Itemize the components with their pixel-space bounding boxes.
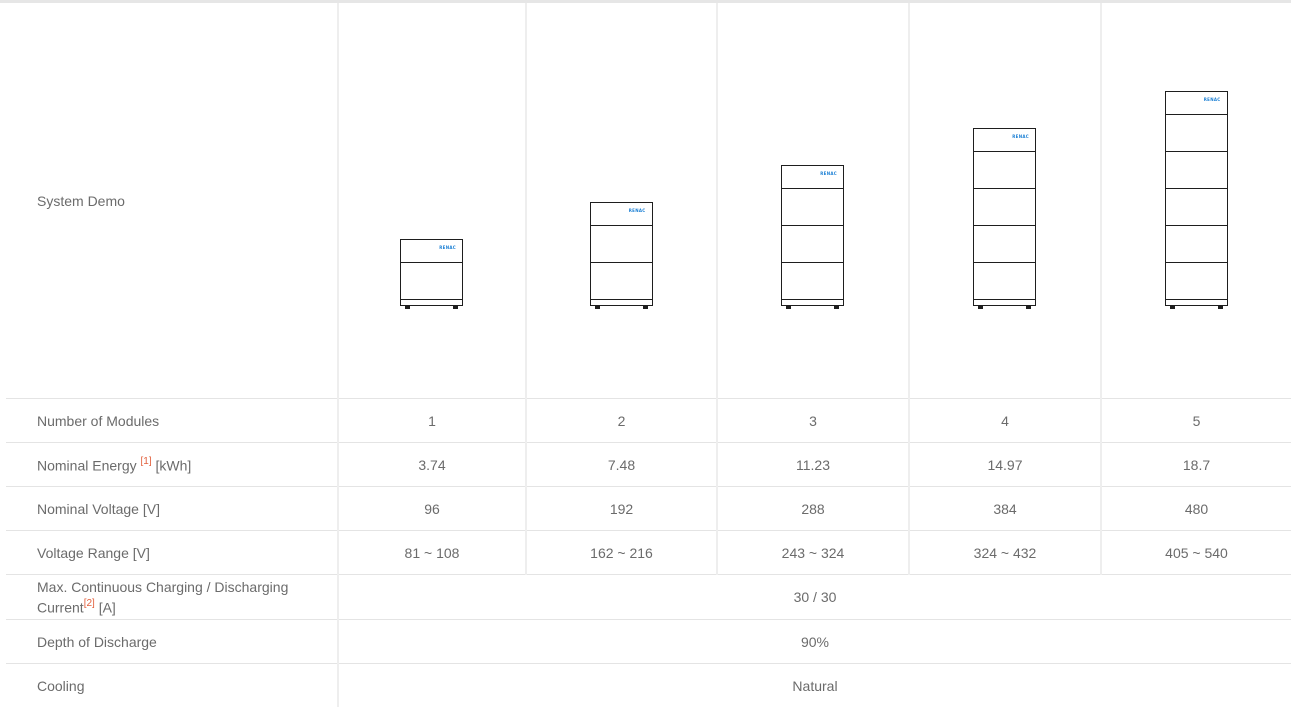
range-value: 324 ~ 432	[909, 531, 1101, 575]
brand-logo: RENAC	[629, 208, 646, 213]
voltage-value: 480	[1101, 487, 1291, 531]
voltage-value: 288	[717, 487, 909, 531]
row-label-range: Voltage Range [V]	[6, 531, 338, 575]
energy-value: 7.48	[526, 443, 717, 487]
modules-value: 4	[909, 399, 1101, 443]
stack-foot	[1218, 306, 1223, 309]
stack-foot	[453, 306, 458, 309]
dod-value: 90%	[338, 620, 1291, 664]
stack-foot	[405, 306, 410, 309]
current-unit: [A]	[99, 599, 116, 615]
modules-value: 2	[526, 399, 717, 443]
stack-foot	[834, 306, 839, 309]
battery-module	[591, 226, 652, 263]
brand-logo: RENAC	[439, 245, 456, 250]
demo-cell: RENAC	[338, 3, 526, 399]
stack-base	[591, 299, 652, 305]
cooling-value: Natural	[338, 664, 1291, 707]
energy-unit: [kWh]	[156, 458, 192, 474]
modules-row: Number of Modules 1 2 3 4 5	[6, 399, 1291, 443]
control-box: RENAC	[591, 203, 652, 226]
voltage-value: 192	[526, 487, 717, 531]
modules-value: 5	[1101, 399, 1291, 443]
row-label-system-demo: System Demo	[6, 3, 338, 399]
brand-logo: RENAC	[1012, 134, 1029, 139]
battery-module	[401, 263, 462, 299]
battery-stack-2: RENAC	[590, 202, 653, 306]
battery-module	[1166, 189, 1227, 226]
control-box: RENAC	[1166, 92, 1227, 115]
voltage-row: Nominal Voltage [V] 96 192 288 384 480	[6, 487, 1291, 531]
battery-module	[974, 263, 1035, 299]
row-label-energy: Nominal Energy [1] [kWh]	[6, 443, 338, 487]
stack-foot	[643, 306, 648, 309]
stack-foot	[595, 306, 600, 309]
voltage-value: 384	[909, 487, 1101, 531]
battery-module	[782, 263, 843, 299]
battery-stack-3: RENAC	[781, 165, 844, 306]
control-box: RENAC	[782, 166, 843, 189]
cooling-row: Cooling Natural	[6, 664, 1291, 707]
stack-foot	[1026, 306, 1031, 309]
stack-base	[974, 299, 1035, 305]
stack-base	[1166, 299, 1227, 305]
energy-value: 14.97	[909, 443, 1101, 487]
range-value: 81 ~ 108	[338, 531, 526, 575]
range-value: 162 ~ 216	[526, 531, 717, 575]
current-label-text: Max. Continuous Charging / Discharging C…	[37, 579, 288, 616]
demo-cell: RENAC	[1101, 3, 1291, 399]
energy-row: Nominal Energy [1] [kWh] 3.74 7.48 11.23…	[6, 443, 1291, 487]
battery-module	[974, 189, 1035, 226]
battery-module	[1166, 226, 1227, 263]
modules-value: 3	[717, 399, 909, 443]
demo-cell: RENAC	[909, 3, 1101, 399]
spec-table: System Demo RENAC RENAC RENAC RENAC RENA…	[6, 3, 1291, 707]
control-box: RENAC	[401, 240, 462, 263]
current-row: Max. Continuous Charging / Discharging C…	[6, 575, 1291, 620]
battery-module	[591, 263, 652, 299]
modules-value: 1	[338, 399, 526, 443]
range-value: 243 ~ 324	[717, 531, 909, 575]
dod-row: Depth of Discharge 90%	[6, 620, 1291, 664]
current-value: 30 / 30	[338, 575, 1291, 620]
demo-cell: RENAC	[717, 3, 909, 399]
system-demo-row: System Demo RENAC RENAC RENAC RENAC RENA…	[6, 3, 1291, 399]
control-box: RENAC	[974, 129, 1035, 152]
stack-base	[782, 299, 843, 305]
brand-logo: RENAC	[1204, 97, 1221, 102]
battery-module	[1166, 263, 1227, 299]
row-label-modules: Number of Modules	[6, 399, 338, 443]
battery-stack-5: RENAC	[1165, 91, 1228, 306]
brand-logo: RENAC	[820, 171, 837, 176]
demo-cell: RENAC	[526, 3, 717, 399]
energy-value: 18.7	[1101, 443, 1291, 487]
battery-stack-1: RENAC	[400, 239, 463, 306]
battery-module	[1166, 115, 1227, 152]
row-label-cooling: Cooling	[6, 664, 338, 707]
footnote-2: [2]	[84, 598, 95, 609]
voltage-value: 96	[338, 487, 526, 531]
stack-base	[401, 299, 462, 305]
energy-value: 11.23	[717, 443, 909, 487]
battery-module	[974, 152, 1035, 189]
battery-module	[782, 226, 843, 263]
row-label-voltage: Nominal Voltage [V]	[6, 487, 338, 531]
battery-module	[782, 189, 843, 226]
battery-stack-4: RENAC	[973, 128, 1036, 306]
battery-module	[974, 226, 1035, 263]
energy-label-text: Nominal Energy	[37, 458, 137, 474]
stack-foot	[786, 306, 791, 309]
row-label-dod: Depth of Discharge	[6, 620, 338, 664]
energy-value: 3.74	[338, 443, 526, 487]
footnote-1: [1]	[141, 456, 152, 467]
battery-module	[1166, 152, 1227, 189]
range-value: 405 ~ 540	[1101, 531, 1291, 575]
row-label-current: Max. Continuous Charging / Discharging C…	[6, 575, 338, 620]
stack-foot	[1170, 306, 1175, 309]
range-row: Voltage Range [V] 81 ~ 108 162 ~ 216 243…	[6, 531, 1291, 575]
stack-foot	[978, 306, 983, 309]
